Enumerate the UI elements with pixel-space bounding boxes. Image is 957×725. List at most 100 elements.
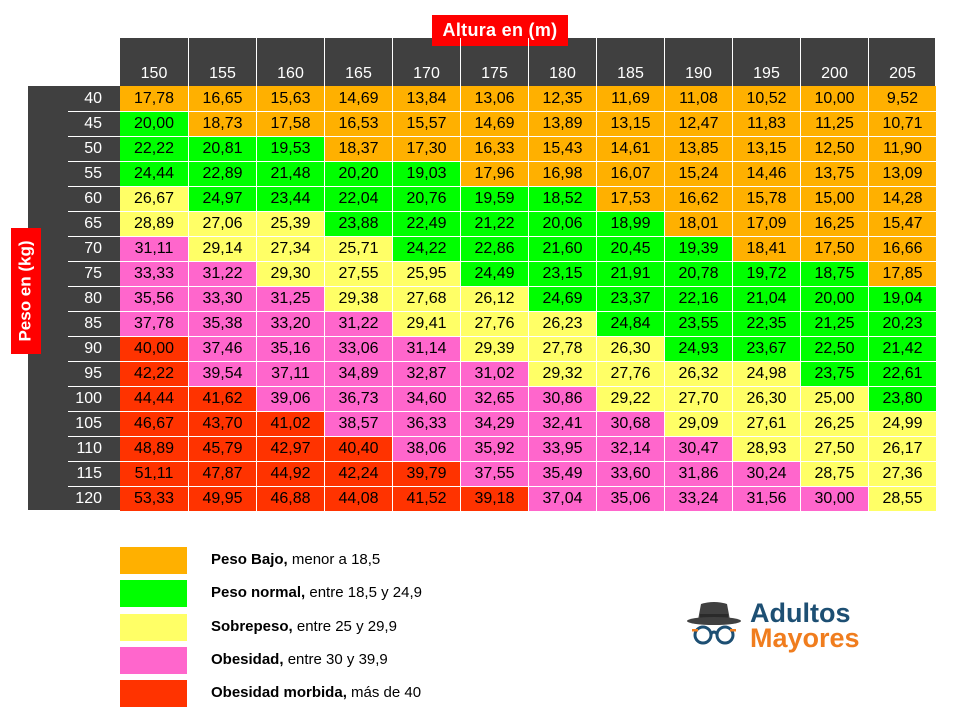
cell-85-185: 24,84 bbox=[596, 311, 664, 336]
cell-115-165: 42,24 bbox=[324, 461, 392, 486]
cell-40-180: 12,35 bbox=[528, 86, 596, 111]
cell-85-165: 31,22 bbox=[324, 311, 392, 336]
cell-90-180: 27,78 bbox=[528, 336, 596, 361]
cell-40-160: 15,63 bbox=[256, 86, 324, 111]
cell-105-205: 24,99 bbox=[868, 411, 936, 436]
cell-90-160: 35,16 bbox=[256, 336, 324, 361]
cell-95-175: 31,02 bbox=[460, 361, 528, 386]
cell-40-155: 16,65 bbox=[188, 86, 256, 111]
cell-50-175: 16,33 bbox=[460, 136, 528, 161]
cell-115-160: 44,92 bbox=[256, 461, 324, 486]
cell-40-185: 11,69 bbox=[596, 86, 664, 111]
cell-110-180: 33,95 bbox=[528, 436, 596, 461]
cell-55-205: 13,09 bbox=[868, 161, 936, 186]
cell-65-170: 22,49 bbox=[392, 211, 460, 236]
cell-60-205: 14,28 bbox=[868, 186, 936, 211]
cell-90-150: 40,00 bbox=[120, 336, 188, 361]
cell-90-175: 29,39 bbox=[460, 336, 528, 361]
cell-40-200: 10,00 bbox=[800, 86, 868, 111]
cell-85-160: 33,20 bbox=[256, 311, 324, 336]
legend-item-morbida: Obesidad morbida, más de 40 bbox=[120, 680, 540, 707]
cell-45-190: 12,47 bbox=[664, 111, 732, 136]
cell-95-185: 27,76 bbox=[596, 361, 664, 386]
legend-item-obesidad: Obesidad, entre 30 y 39,9 bbox=[120, 647, 540, 674]
cell-85-180: 26,23 bbox=[528, 311, 596, 336]
cell-95-160: 37,11 bbox=[256, 361, 324, 386]
cell-120-175: 39,18 bbox=[460, 486, 528, 511]
cell-40-175: 13,06 bbox=[460, 86, 528, 111]
cell-120-165: 44,08 bbox=[324, 486, 392, 511]
cell-105-200: 26,25 bbox=[800, 411, 868, 436]
cell-75-180: 23,15 bbox=[528, 261, 596, 286]
cell-45-170: 15,57 bbox=[392, 111, 460, 136]
cell-100-180: 30,86 bbox=[528, 386, 596, 411]
cell-50-185: 14,61 bbox=[596, 136, 664, 161]
cell-60-180: 18,52 bbox=[528, 186, 596, 211]
cell-80-190: 22,16 bbox=[664, 286, 732, 311]
cell-75-175: 24,49 bbox=[460, 261, 528, 286]
cell-80-180: 24,69 bbox=[528, 286, 596, 311]
legend-swatch-normal bbox=[120, 580, 187, 607]
cell-95-180: 29,32 bbox=[528, 361, 596, 386]
cell-95-165: 34,89 bbox=[324, 361, 392, 386]
row-header-band bbox=[28, 86, 120, 510]
cell-120-170: 41,52 bbox=[392, 486, 460, 511]
cell-80-200: 20,00 bbox=[800, 286, 868, 311]
cell-75-155: 31,22 bbox=[188, 261, 256, 286]
cell-80-205: 19,04 bbox=[868, 286, 936, 311]
cell-105-170: 36,33 bbox=[392, 411, 460, 436]
cell-70-200: 17,50 bbox=[800, 236, 868, 261]
cell-100-205: 23,80 bbox=[868, 386, 936, 411]
cell-90-205: 21,42 bbox=[868, 336, 936, 361]
cell-85-175: 27,76 bbox=[460, 311, 528, 336]
cell-110-190: 30,47 bbox=[664, 436, 732, 461]
cell-75-160: 29,30 bbox=[256, 261, 324, 286]
cell-50-150: 22,22 bbox=[120, 136, 188, 161]
cell-55-155: 22,89 bbox=[188, 161, 256, 186]
cell-100-195: 26,30 bbox=[732, 386, 800, 411]
cell-110-205: 26,17 bbox=[868, 436, 936, 461]
cell-110-165: 40,40 bbox=[324, 436, 392, 461]
cell-85-170: 29,41 bbox=[392, 311, 460, 336]
cell-70-205: 16,66 bbox=[868, 236, 936, 261]
legend-label-sobrepeso: Sobrepeso, entre 25 y 29,9 bbox=[211, 618, 397, 635]
cell-105-175: 34,29 bbox=[460, 411, 528, 436]
legend-swatch-sobrepeso bbox=[120, 614, 187, 641]
adultos-mayores-logo: Adultos Mayores bbox=[684, 594, 884, 654]
cell-60-195: 15,78 bbox=[732, 186, 800, 211]
cell-105-185: 30,68 bbox=[596, 411, 664, 436]
logo-text-mayores: Mayores bbox=[750, 623, 860, 653]
cell-120-205: 28,55 bbox=[868, 486, 936, 511]
cell-110-150: 48,89 bbox=[120, 436, 188, 461]
cell-50-190: 13,85 bbox=[664, 136, 732, 161]
logo-text-adultos: Adultos bbox=[750, 598, 851, 628]
cell-120-185: 35,06 bbox=[596, 486, 664, 511]
cell-55-200: 13,75 bbox=[800, 161, 868, 186]
cell-95-200: 23,75 bbox=[800, 361, 868, 386]
cell-60-160: 23,44 bbox=[256, 186, 324, 211]
cell-45-175: 14,69 bbox=[460, 111, 528, 136]
cell-50-155: 20,81 bbox=[188, 136, 256, 161]
cell-105-190: 29,09 bbox=[664, 411, 732, 436]
cell-100-160: 39,06 bbox=[256, 386, 324, 411]
cell-105-150: 46,67 bbox=[120, 411, 188, 436]
cell-95-205: 22,61 bbox=[868, 361, 936, 386]
cell-45-200: 11,25 bbox=[800, 111, 868, 136]
cell-65-165: 23,88 bbox=[324, 211, 392, 236]
cell-90-195: 23,67 bbox=[732, 336, 800, 361]
cell-115-155: 47,87 bbox=[188, 461, 256, 486]
cell-55-190: 15,24 bbox=[664, 161, 732, 186]
cell-115-195: 30,24 bbox=[732, 461, 800, 486]
cell-65-160: 25,39 bbox=[256, 211, 324, 236]
cell-115-185: 33,60 bbox=[596, 461, 664, 486]
cell-50-180: 15,43 bbox=[528, 136, 596, 161]
hat-glasses-icon bbox=[687, 602, 741, 645]
cell-115-205: 27,36 bbox=[868, 461, 936, 486]
cell-75-165: 27,55 bbox=[324, 261, 392, 286]
cell-80-185: 23,37 bbox=[596, 286, 664, 311]
cell-110-160: 42,97 bbox=[256, 436, 324, 461]
cell-65-185: 18,99 bbox=[596, 211, 664, 236]
cell-80-170: 27,68 bbox=[392, 286, 460, 311]
cell-75-190: 20,78 bbox=[664, 261, 732, 286]
legend-label-normal: Peso normal, entre 18,5 y 24,9 bbox=[211, 584, 422, 601]
